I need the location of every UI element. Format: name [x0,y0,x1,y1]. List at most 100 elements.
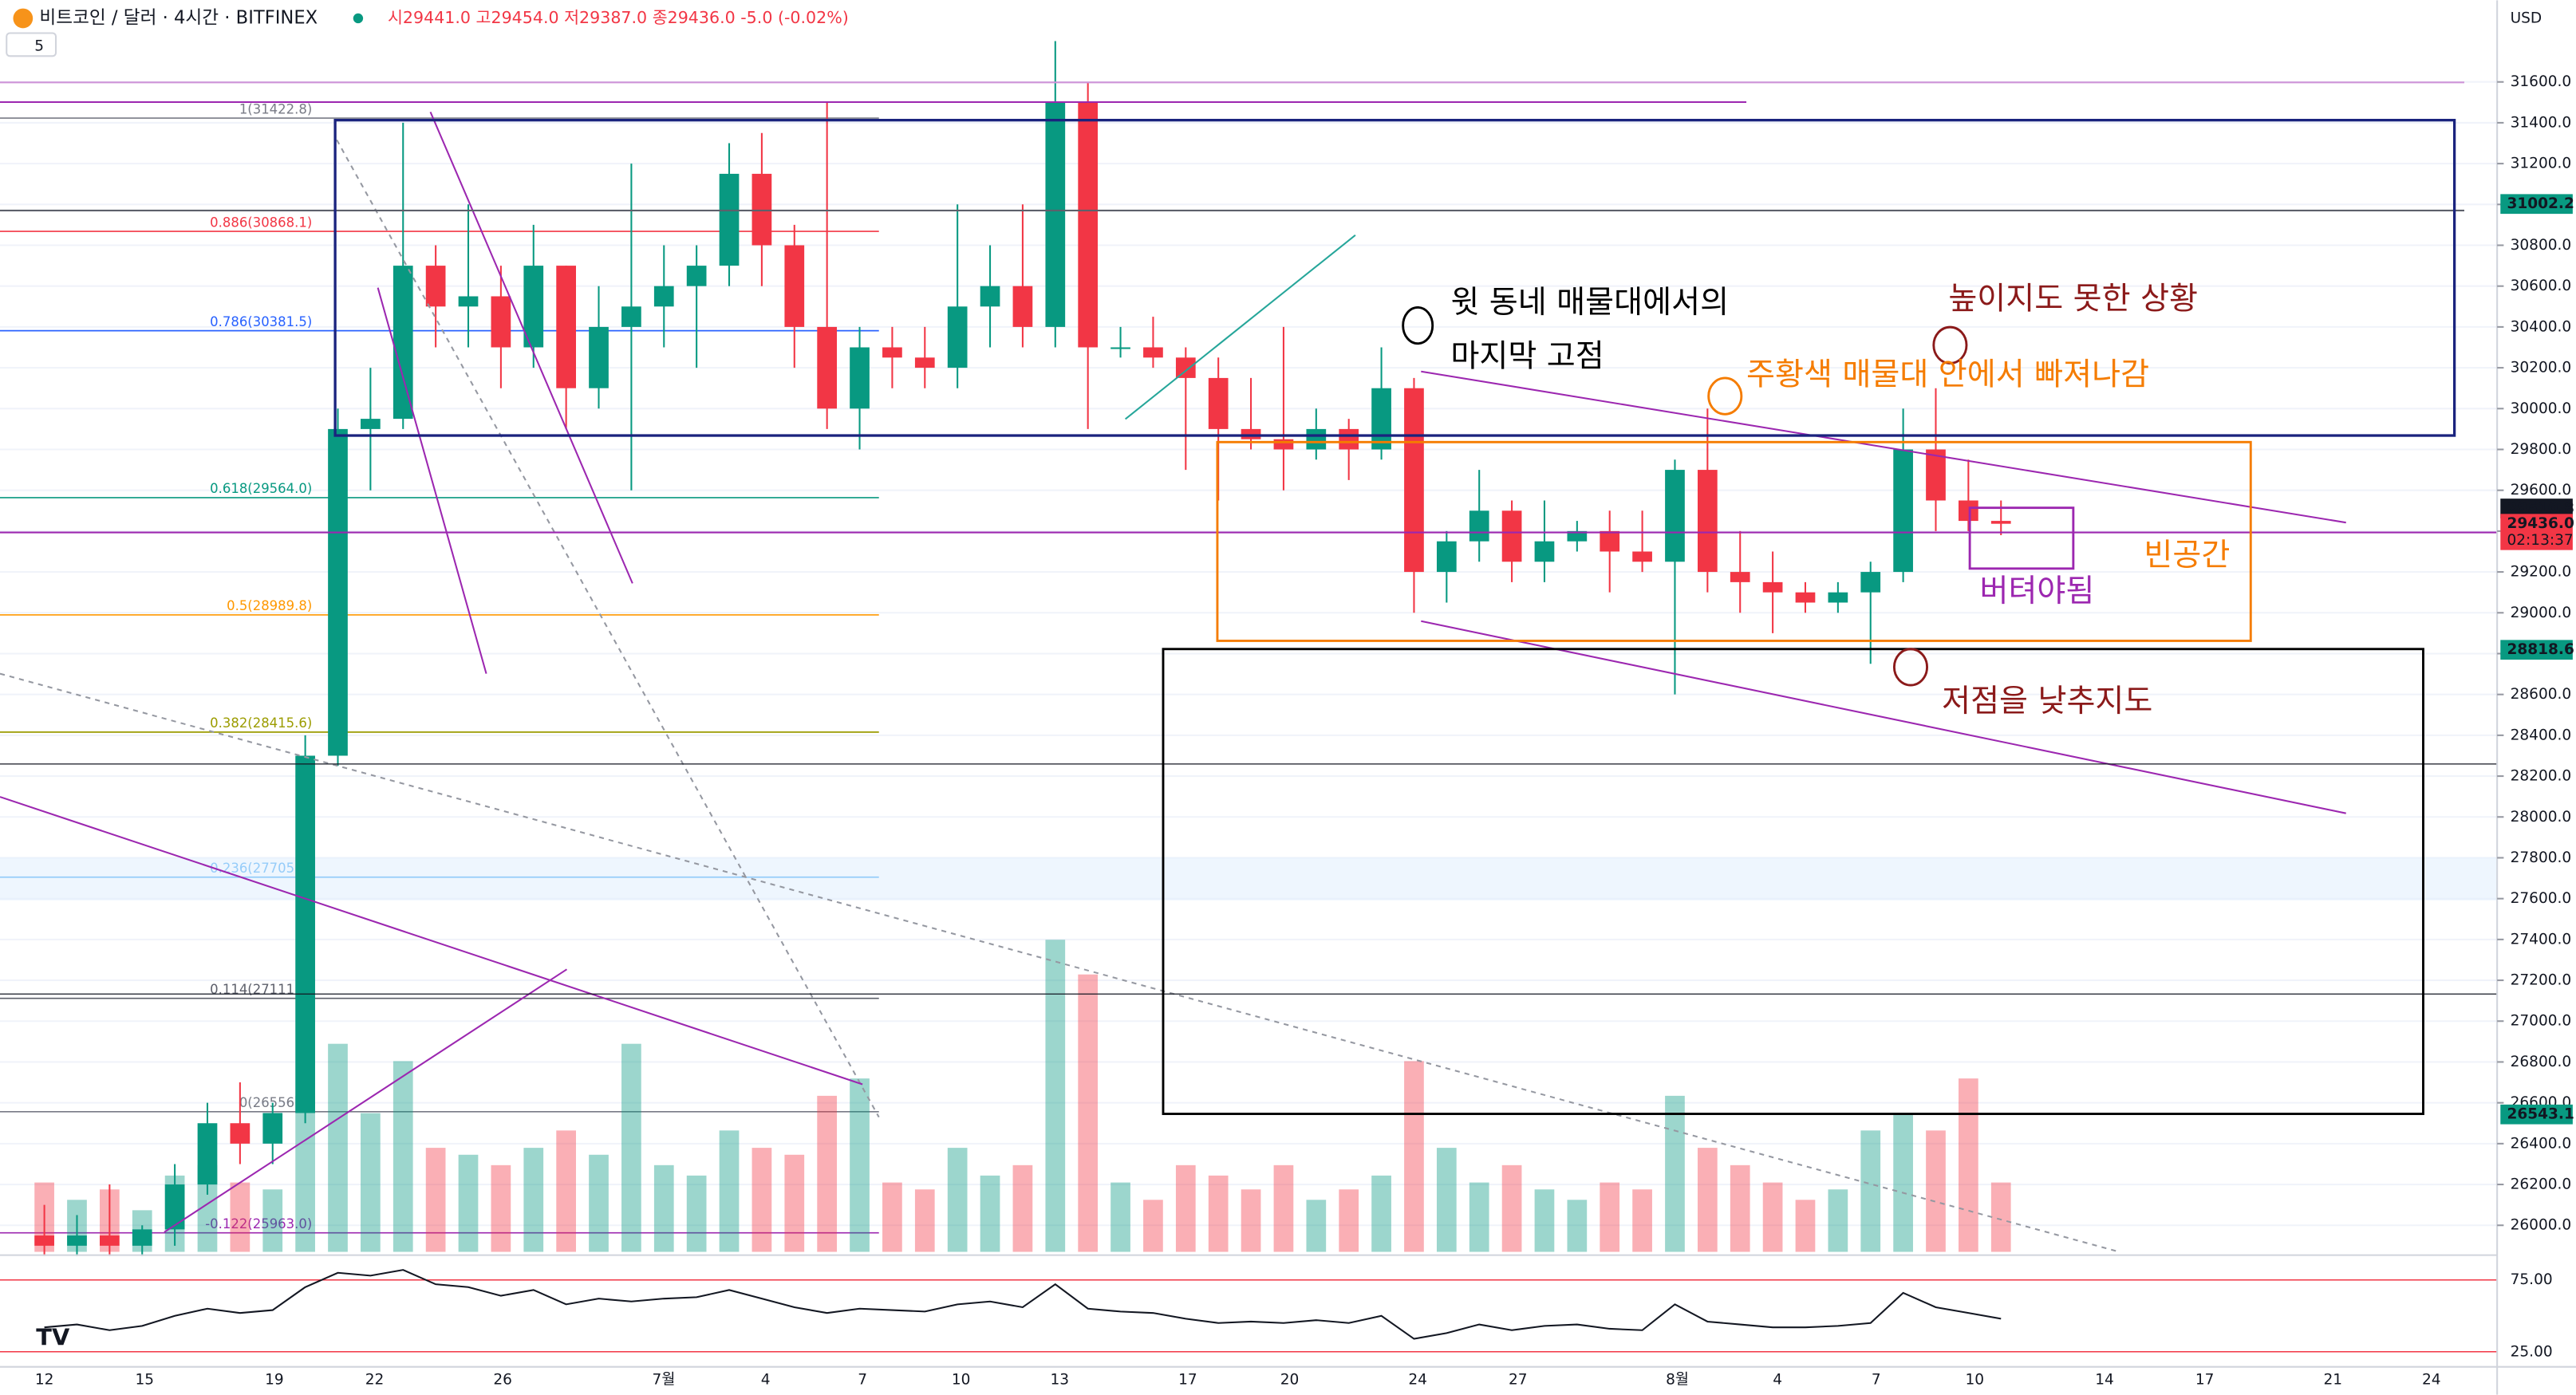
volume-bar [1990,1182,2011,1252]
indicator-count[interactable]: 5 [34,37,44,54]
volume-bar [1534,1189,1555,1252]
candle-body [328,428,348,756]
annotation: 버텨야됨 [1979,573,2094,609]
symbol-title[interactable]: 비트코인 / 달러 · 4시간 · BITFINEX [39,7,318,28]
fib-label: -0.122(25963.0) [205,1216,312,1231]
volume-bar [230,1182,250,1252]
time-axis: 12 15 19 22 26 7월 4 7 10 13 17 20 24 27 8월 4 7 10 14 17 21 24 [35,1372,2441,1389]
y-tick-label: 27400.0 [2511,931,2572,948]
candle-body [947,306,968,368]
rsi-tick-label: 75.00 [2511,1271,2553,1288]
volume-bar [1339,1189,1359,1252]
volume-bar [882,1182,902,1252]
volume-bar [1306,1200,1327,1252]
annotation: 윗 동네 매물대에서의 [1450,285,1729,321]
candle-body [132,1229,152,1246]
candle-body [1959,500,1978,522]
trend-line [336,139,880,1118]
rsi-pane: 75.00 25.00 [0,1269,2553,1360]
candle-body [1697,470,1718,573]
candle-body [1241,428,1261,439]
x-tick-label: 7 [1872,1372,1881,1389]
y-tick-label: 29200.0 [2511,564,2572,581]
volume-bar [556,1130,576,1252]
volume-bar [1730,1164,1750,1252]
volume-bar [751,1148,772,1252]
candle-body [1110,347,1130,349]
price-badge-label: 26543.1 [2507,1106,2574,1123]
countdown: 02:13:37 [2507,532,2574,549]
status-dot [353,13,364,24]
x-tick-label: 12 [35,1372,54,1389]
trend-line [377,287,487,674]
candle-body [1795,592,1816,603]
x-tick-label: 27 [1509,1372,1528,1389]
x-tick-label: 14 [2095,1372,2114,1389]
price-badge-label: 31002.2 [2507,195,2574,212]
tv-logo: TV [36,1324,70,1351]
volume-bar [1860,1130,1881,1252]
fib-label: 0.382(28415.6) [210,715,312,731]
candle-body [850,347,870,409]
candle-body [1665,470,1685,562]
volume-bar [621,1043,641,1252]
price-badge [2500,194,2573,215]
drawings [0,81,2498,1253]
candle-body [197,1123,218,1185]
candle-body [1860,572,1881,593]
trend-line [0,796,863,1086]
candle-body [751,173,772,246]
candle-body [425,266,446,307]
candle-body [589,326,609,388]
fib-label: 0.114(27111.4) [210,982,312,997]
x-tick-label: 19 [265,1372,284,1389]
fib-band [0,857,2498,900]
volume-bar [719,1130,740,1252]
circle-marker [1707,376,1743,416]
x-tick-label: 7월 [653,1372,676,1389]
y-tick-label: 30600.0 [2511,278,2572,294]
volume-bar [1697,1148,1718,1252]
x-tick-label: 21 [2323,1372,2342,1389]
currency[interactable]: USD [2511,10,2542,26]
orange-zone-box [1216,440,2252,642]
y-tick-label: 30800.0 [2511,237,2572,254]
coin-icon [13,8,34,29]
y-tick-label: 26200.0 [2511,1176,2572,1193]
trend-line [429,111,633,584]
y-tick-label: 27600.0 [2511,890,2572,907]
candle-body [1632,551,1652,562]
volume-bar [784,1154,805,1252]
candle-body [230,1123,250,1144]
volume-bar [850,1078,870,1252]
x-tick-label: 24 [1408,1372,1427,1389]
candle-body [686,266,707,286]
candle-body [34,1235,54,1246]
candle-body [1893,449,1913,573]
x-tick-label: 24 [2422,1372,2441,1389]
candle-body [393,266,413,420]
circle-marker [1932,325,1968,365]
candle-body [1371,388,1391,450]
trend-line [1421,370,2346,524]
y-tick-label: 28200.0 [2511,768,2572,785]
candle-body [361,419,381,429]
volume-bar [1828,1189,1848,1252]
indicator-toggle[interactable] [6,32,57,57]
volume-bar [1208,1175,1229,1252]
y-tick-label: 26400.0 [2511,1135,2572,1152]
candle-body [1306,428,1327,450]
y-tick-label: 26000.0 [2511,1217,2572,1234]
volume-bar [1795,1200,1816,1252]
candle-body [882,347,902,358]
volume-bar [328,1043,348,1252]
supply-zone-box [333,119,2456,437]
fib-label: 0(26556.2) [239,1095,312,1110]
candle-body [1143,347,1163,358]
volume-bar [1273,1164,1294,1252]
candle-body [523,266,544,348]
volume-bar [1143,1200,1163,1252]
y-tick-label: 30200.0 [2511,360,2572,376]
volume-bar [947,1148,968,1252]
